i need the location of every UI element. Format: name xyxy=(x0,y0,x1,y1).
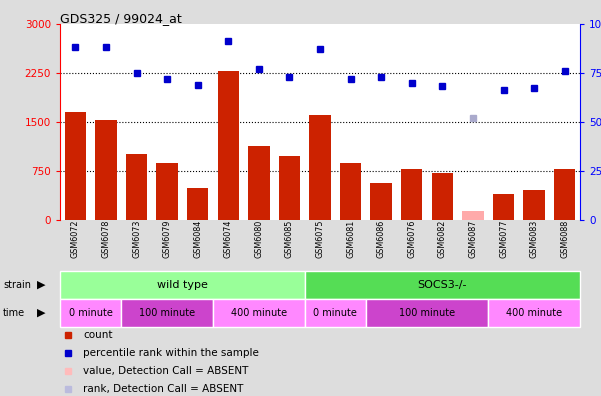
Bar xyxy=(156,163,178,220)
Bar xyxy=(305,299,366,327)
Bar xyxy=(432,173,453,220)
Text: 100 minute: 100 minute xyxy=(399,308,455,318)
Text: GSM6082: GSM6082 xyxy=(438,220,447,258)
Text: wild type: wild type xyxy=(157,280,208,290)
Text: GSM6081: GSM6081 xyxy=(346,220,355,258)
Bar xyxy=(370,183,392,220)
Bar xyxy=(366,299,488,327)
Bar xyxy=(60,299,121,327)
Text: GSM6078: GSM6078 xyxy=(102,220,111,258)
Text: SOCS3-/-: SOCS3-/- xyxy=(418,280,467,290)
Bar xyxy=(121,299,213,327)
Text: GSM6075: GSM6075 xyxy=(316,220,325,258)
Bar xyxy=(279,156,300,220)
Text: GSM6076: GSM6076 xyxy=(407,220,416,258)
Text: rank, Detection Call = ABSENT: rank, Detection Call = ABSENT xyxy=(84,384,244,394)
Text: 100 minute: 100 minute xyxy=(139,308,195,318)
Text: 0 minute: 0 minute xyxy=(69,308,112,318)
Text: GSM6079: GSM6079 xyxy=(163,220,172,258)
Text: GSM6072: GSM6072 xyxy=(71,220,80,258)
Bar xyxy=(462,211,484,220)
Text: count: count xyxy=(84,330,113,340)
Bar xyxy=(305,271,580,299)
Text: 400 minute: 400 minute xyxy=(231,308,287,318)
Text: GSM6074: GSM6074 xyxy=(224,220,233,258)
Text: strain: strain xyxy=(3,280,31,290)
Bar xyxy=(60,271,305,299)
Text: GSM6088: GSM6088 xyxy=(560,220,569,258)
Bar xyxy=(523,190,545,220)
Bar xyxy=(218,71,239,220)
Text: GDS325 / 99024_at: GDS325 / 99024_at xyxy=(60,12,182,25)
Text: GSM6086: GSM6086 xyxy=(377,220,386,258)
Bar xyxy=(126,154,147,220)
Text: GSM6083: GSM6083 xyxy=(529,220,538,258)
Text: 400 minute: 400 minute xyxy=(506,308,562,318)
Text: GSM6080: GSM6080 xyxy=(254,220,263,258)
Text: GSM6077: GSM6077 xyxy=(499,220,508,258)
Bar xyxy=(493,194,514,220)
Text: GSM6084: GSM6084 xyxy=(193,220,202,258)
Text: GSM6073: GSM6073 xyxy=(132,220,141,258)
Bar xyxy=(401,169,423,220)
Text: GSM6085: GSM6085 xyxy=(285,220,294,258)
Bar xyxy=(488,299,580,327)
Text: 0 minute: 0 minute xyxy=(313,308,357,318)
Text: ▶: ▶ xyxy=(37,280,45,290)
Text: time: time xyxy=(3,308,25,318)
Bar xyxy=(554,169,575,220)
Text: GSM6087: GSM6087 xyxy=(468,220,477,258)
Bar xyxy=(213,299,305,327)
Text: percentile rank within the sample: percentile rank within the sample xyxy=(84,348,260,358)
Text: ▶: ▶ xyxy=(37,308,45,318)
Bar xyxy=(65,112,86,220)
Text: value, Detection Call = ABSENT: value, Detection Call = ABSENT xyxy=(84,366,249,376)
Bar xyxy=(340,163,361,220)
Bar xyxy=(187,188,209,220)
Bar xyxy=(96,120,117,220)
Bar xyxy=(248,146,270,220)
Bar xyxy=(310,114,331,220)
